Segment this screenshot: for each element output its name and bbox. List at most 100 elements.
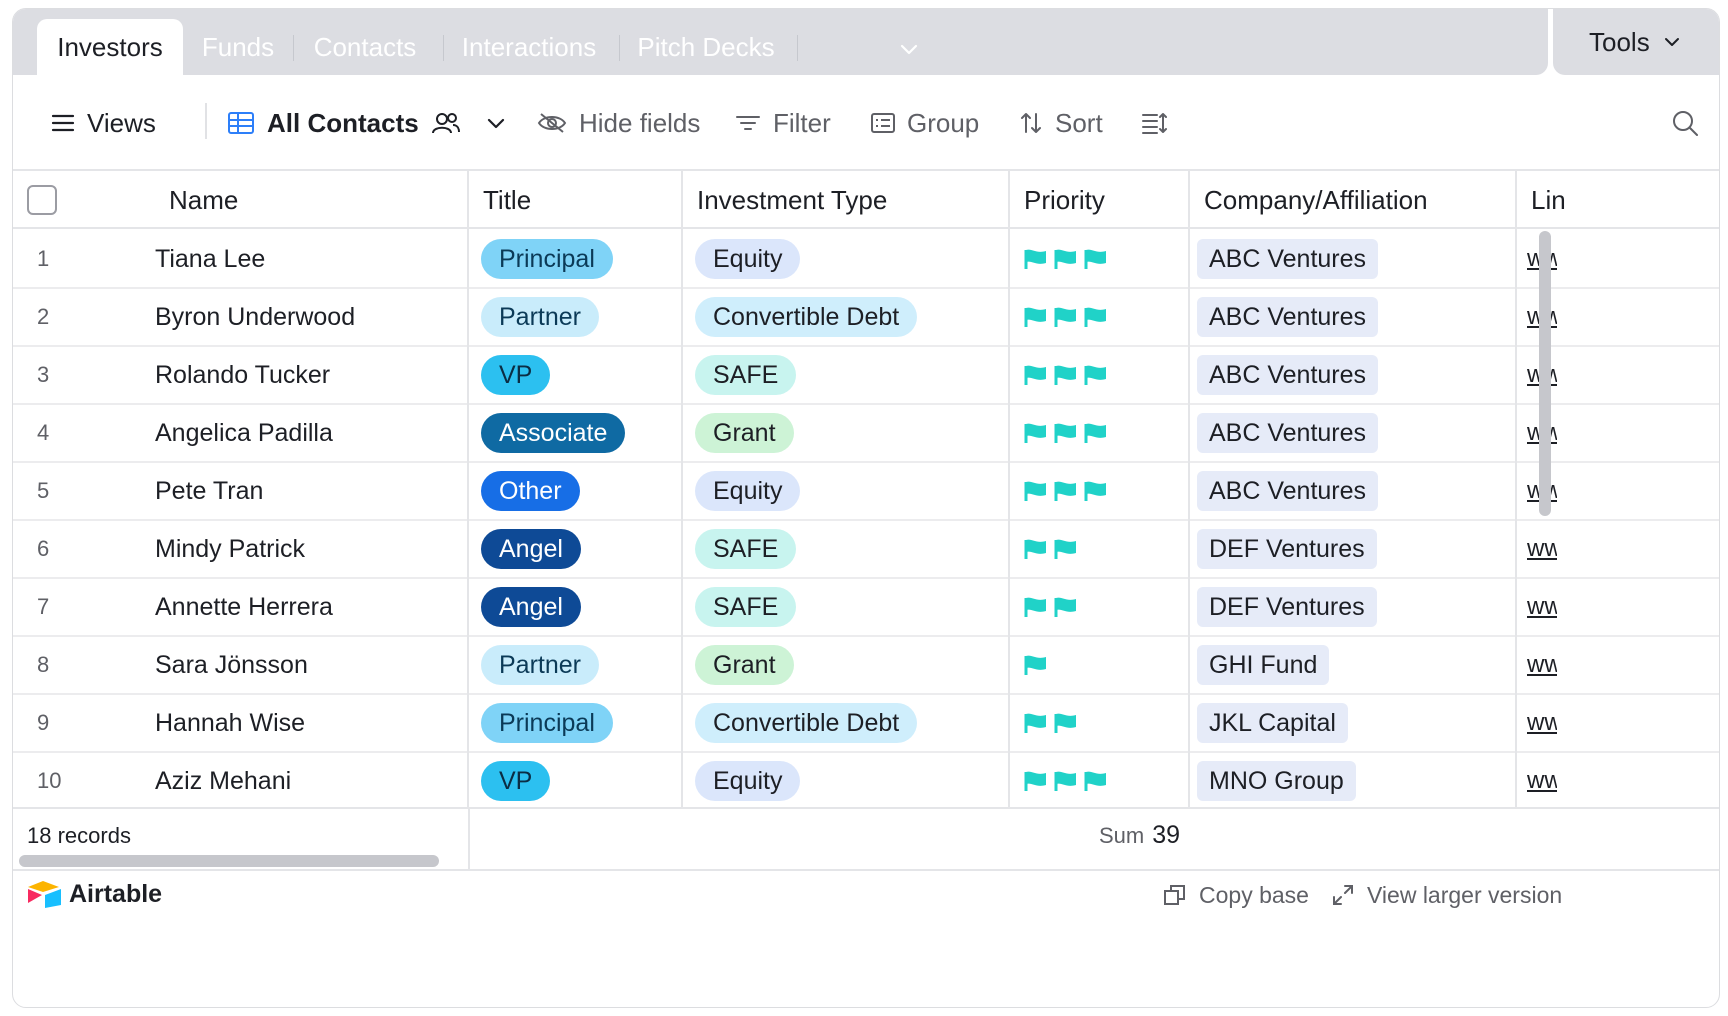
name-cell[interactable]: Angelica Padilla (155, 418, 333, 447)
investment-type-cell[interactable]: Convertible Debt (695, 289, 1005, 345)
view-switcher[interactable]: All Contacts (227, 75, 507, 171)
investment-type-cell[interactable]: Convertible Debt (695, 695, 1005, 751)
investment-type-cell[interactable]: SAFE (695, 521, 1005, 577)
hide-fields-button[interactable]: Hide fields (537, 75, 700, 171)
group-button[interactable]: Group (871, 75, 979, 171)
table-row[interactable]: 2 Byron Underwood Partner Convertible Debt A… (13, 289, 1719, 347)
name-cell[interactable]: Hannah Wise (155, 708, 306, 737)
title-cell[interactable]: Other (481, 463, 677, 519)
chevron-down-icon[interactable] (897, 37, 921, 61)
company-cell[interactable]: ABC Ventures (1197, 231, 1511, 287)
name-cell[interactable]: Sara Jönsson (155, 650, 308, 679)
table-row[interactable]: 6 Mindy Patrick Angel SAFE DEF Ventures ww (13, 521, 1719, 579)
filter-button[interactable]: Filter (735, 75, 831, 171)
table-row[interactable]: 10 Aziz Mehani VP Equity MNO Group ww (13, 753, 1719, 811)
flag-icon (1054, 712, 1078, 734)
link-cell[interactable]: ww (1527, 521, 1557, 577)
website-link[interactable]: ww (1527, 593, 1557, 620)
investment-type-cell[interactable]: Equity (695, 231, 1005, 287)
flag-icon (1084, 364, 1108, 386)
website-link[interactable]: ww (1527, 767, 1557, 794)
investment-type-cell[interactable]: Equity (695, 753, 1005, 809)
link-cell[interactable]: ww (1527, 637, 1557, 693)
views-button[interactable]: Views (51, 75, 156, 171)
investment-type-cell[interactable]: SAFE (695, 579, 1005, 635)
website-link[interactable]: ww (1527, 535, 1557, 562)
column-header-title[interactable]: Title (483, 184, 532, 215)
table-row[interactable]: 7 Annette Herrera Angel SAFE DEF Ventures ww (13, 579, 1719, 637)
priority-sum[interactable]: Sum 39 (1099, 821, 1180, 850)
title-cell[interactable]: VP (481, 347, 677, 403)
link-cell[interactable]: ww (1527, 695, 1557, 751)
title-cell[interactable]: VP (481, 753, 677, 809)
company-cell[interactable]: ABC Ventures (1197, 347, 1511, 403)
priority-cell[interactable] (1024, 521, 1184, 577)
priority-cell[interactable] (1024, 231, 1184, 287)
column-header-name[interactable]: Name (169, 184, 239, 215)
company-cell[interactable]: ABC Ventures (1197, 405, 1511, 461)
vertical-scrollbar[interactable] (1539, 231, 1551, 516)
website-link[interactable]: ww (1527, 651, 1557, 678)
name-cell[interactable]: Rolando Tucker (155, 360, 331, 389)
select-all-checkbox[interactable] (27, 185, 57, 215)
tab-contacts[interactable]: Contacts (313, 31, 417, 62)
column-header-investment-type[interactable]: Investment Type (697, 184, 888, 215)
company-cell[interactable]: GHI Fund (1197, 637, 1511, 693)
tab-pitch-decks[interactable]: Pitch Decks (637, 31, 775, 62)
name-cell[interactable]: Tiana Lee (155, 244, 266, 273)
company-cell[interactable]: DEF Ventures (1197, 579, 1511, 635)
name-cell[interactable]: Pete Tran (155, 476, 264, 505)
priority-cell[interactable] (1024, 579, 1184, 635)
table-row[interactable]: 9 Hannah Wise Principal Convertible Debt JKL… (13, 695, 1719, 753)
name-cell[interactable]: Mindy Patrick (155, 534, 306, 563)
investment-type-cell[interactable]: SAFE (695, 347, 1005, 403)
name-cell[interactable]: Annette Herrera (155, 592, 333, 621)
copy-base-link[interactable]: Copy base (1163, 879, 1309, 911)
tab-investors[interactable]: Investors (37, 19, 183, 75)
investment-type-cell[interactable]: Grant (695, 405, 1005, 461)
investment-type-cell[interactable]: Grant (695, 637, 1005, 693)
tab-interactions[interactable]: Interactions (461, 31, 597, 62)
title-cell[interactable]: Principal (481, 695, 677, 751)
priority-cell[interactable] (1024, 347, 1184, 403)
company-cell[interactable]: ABC Ventures (1197, 289, 1511, 345)
priority-cell[interactable] (1024, 405, 1184, 461)
sort-button[interactable]: Sort (1019, 75, 1103, 171)
company-cell[interactable]: DEF Ventures (1197, 521, 1511, 577)
title-cell[interactable]: Angel (481, 521, 677, 577)
search-button[interactable] (1671, 75, 1699, 171)
tools-menu-button[interactable]: Tools (1553, 9, 1719, 75)
company-cell[interactable]: JKL Capital (1197, 695, 1511, 751)
horizontal-scrollbar[interactable] (19, 855, 439, 867)
priority-cell[interactable] (1024, 637, 1184, 693)
table-row[interactable]: 4 Angelica Padilla Associate Grant ABC Ventu… (13, 405, 1719, 463)
title-cell[interactable]: Partner (481, 289, 677, 345)
airtable-logo[interactable]: Airtable (27, 879, 162, 909)
link-cell[interactable]: ww (1527, 579, 1557, 635)
name-cell[interactable]: Byron Underwood (155, 302, 356, 331)
investment-type-cell[interactable]: Equity (695, 463, 1005, 519)
title-cell[interactable]: Angel (481, 579, 677, 635)
row-height-button[interactable] (1141, 75, 1169, 171)
website-link[interactable]: ww (1527, 709, 1557, 736)
column-header-link[interactable]: Lin (1531, 184, 1566, 215)
column-header-company[interactable]: Company/Affiliation (1204, 184, 1428, 215)
title-cell[interactable]: Principal (481, 231, 677, 287)
name-cell[interactable]: Aziz Mehani (155, 766, 292, 795)
priority-cell[interactable] (1024, 753, 1184, 809)
company-cell[interactable]: ABC Ventures (1197, 463, 1511, 519)
column-header-priority[interactable]: Priority (1024, 184, 1105, 215)
company-cell[interactable]: MNO Group (1197, 753, 1511, 809)
priority-cell[interactable] (1024, 289, 1184, 345)
title-cell[interactable]: Associate (481, 405, 677, 461)
tab-funds[interactable]: Funds (201, 31, 275, 62)
view-larger-link[interactable]: View larger version (1331, 879, 1562, 911)
table-row[interactable]: 8 Sara Jönsson Partner Grant GHI Fund ww (13, 637, 1719, 695)
priority-cell[interactable] (1024, 695, 1184, 751)
title-cell[interactable]: Partner (481, 637, 677, 693)
link-cell[interactable]: ww (1527, 753, 1557, 809)
priority-cell[interactable] (1024, 463, 1184, 519)
